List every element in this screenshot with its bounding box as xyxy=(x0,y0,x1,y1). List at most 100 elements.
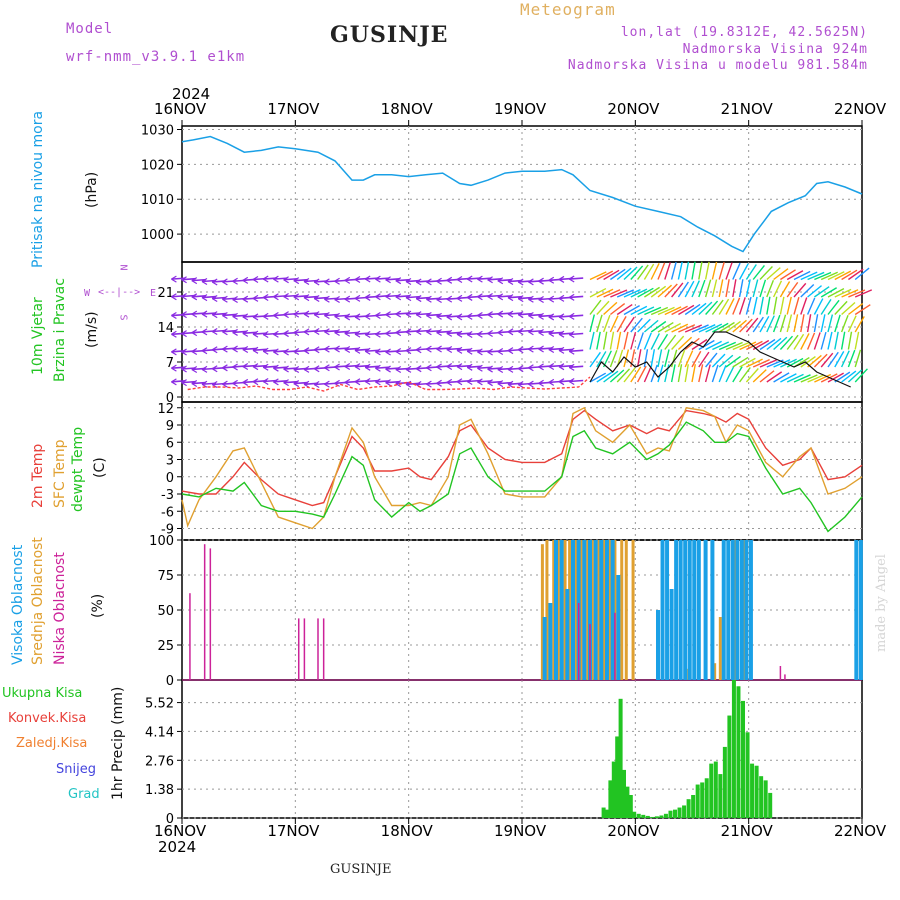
wind-barb-head xyxy=(426,278,432,286)
wind-barb xyxy=(813,353,828,368)
cloud-bar xyxy=(317,618,319,680)
wind-barb xyxy=(603,269,620,281)
wind-barb-head xyxy=(211,327,218,336)
wind-barb xyxy=(623,304,640,316)
wind-barb-head xyxy=(201,365,208,373)
wind-barb-head xyxy=(426,295,432,303)
wind-barb xyxy=(616,316,627,333)
wind-barb-head xyxy=(385,311,391,319)
precip-bar xyxy=(759,776,764,818)
wind-barb-head xyxy=(446,313,453,321)
wind-barb xyxy=(786,296,792,315)
wind-barb-head xyxy=(487,348,493,356)
cloud-bar xyxy=(710,540,715,680)
wind-barb xyxy=(711,364,719,383)
y-tick-label: 0 xyxy=(166,674,174,689)
wind-barb-head xyxy=(487,379,493,387)
wind-barb-head xyxy=(375,275,381,283)
wind-barb xyxy=(487,277,502,281)
wind-barb-head xyxy=(364,312,371,320)
precip-bar xyxy=(601,807,606,818)
wind-barb xyxy=(738,263,749,280)
wind-barb-head xyxy=(538,295,544,304)
wind-barb-head xyxy=(211,346,218,354)
wind-barb-head xyxy=(201,380,208,388)
wind-barb xyxy=(324,313,339,317)
wind-barb-head xyxy=(232,312,238,320)
wind-barb-head xyxy=(273,348,279,356)
precip-bar xyxy=(636,813,641,818)
wind-barb-head xyxy=(405,310,412,318)
wind-barb-head xyxy=(191,365,198,373)
wind-barb xyxy=(344,331,359,335)
wind-barb xyxy=(854,316,865,333)
wind-barb xyxy=(518,312,533,316)
wind-barb-head xyxy=(283,276,289,284)
cloud-bar xyxy=(739,540,744,680)
temp-series-2 xyxy=(181,421,863,533)
compass-rose: W E N S <--|--> xyxy=(80,262,156,324)
y-tick-label: 75 xyxy=(157,569,174,584)
wind-barb xyxy=(637,306,655,316)
wind-barb xyxy=(191,295,206,298)
cloud-bar xyxy=(733,540,737,680)
pressure-line xyxy=(181,135,863,253)
wind-barb xyxy=(725,262,733,280)
wind-barb-head xyxy=(426,312,432,320)
wind-barb-head xyxy=(466,275,473,283)
wind-barb xyxy=(385,277,400,281)
wind-barb xyxy=(691,324,709,333)
wind-barb-head xyxy=(426,364,432,372)
wind-barb-head xyxy=(293,293,300,301)
wind-barb xyxy=(779,335,794,350)
cloud-bar xyxy=(556,540,560,680)
wind-barb-head xyxy=(497,329,504,337)
cloud-bar xyxy=(597,540,601,680)
wind-barb-head xyxy=(242,345,249,353)
date-tick-label: 19NOV xyxy=(494,822,547,840)
wind-barb xyxy=(841,370,857,383)
wind-barb-head xyxy=(211,380,218,389)
wind-barb-head xyxy=(528,364,534,372)
wind-barb xyxy=(827,351,839,368)
wind-barb xyxy=(616,289,635,298)
wind-barb-head xyxy=(283,348,289,356)
wind-barb-head xyxy=(405,278,412,286)
y-tick-label: 0 xyxy=(166,812,174,827)
wind-barb-head xyxy=(456,313,463,321)
wind-barb xyxy=(684,261,690,280)
wind-barb-head xyxy=(375,348,381,356)
wind-barb xyxy=(657,349,663,368)
wind-barb xyxy=(739,357,756,368)
wind-barb xyxy=(589,372,607,383)
date-tick-label: 20NOV xyxy=(607,100,660,118)
wind-barb-head xyxy=(334,277,340,285)
wind-barb-head xyxy=(466,312,473,320)
wind-barb xyxy=(671,282,684,298)
wind-barb-head xyxy=(375,378,381,386)
wind-barb-head xyxy=(324,380,330,388)
wind-barb-head xyxy=(232,345,238,353)
wind-barb xyxy=(650,263,660,280)
date-tick-label: 22NOV xyxy=(834,822,887,840)
wind-barb xyxy=(738,279,744,298)
wind-barb xyxy=(732,279,737,298)
wind-barb-head xyxy=(548,329,555,337)
y-tick-label: -6 xyxy=(161,505,174,520)
date-tick-label: 19NOV xyxy=(494,100,547,118)
wind-barb xyxy=(609,315,619,333)
wind-barb xyxy=(759,370,775,383)
wind-barb-head xyxy=(446,276,453,284)
cloud-bar xyxy=(784,674,786,680)
wind-barb-head xyxy=(538,345,544,353)
wind-barb xyxy=(752,279,759,298)
cloud-bar xyxy=(605,540,609,680)
wind-barb-head xyxy=(538,379,544,387)
wind-barb-head xyxy=(242,378,249,386)
wind-barb-head xyxy=(364,330,371,339)
precip-bar xyxy=(686,799,691,818)
wind-barb xyxy=(800,297,808,315)
wind-barb xyxy=(446,347,461,351)
wind-barb xyxy=(426,313,441,317)
